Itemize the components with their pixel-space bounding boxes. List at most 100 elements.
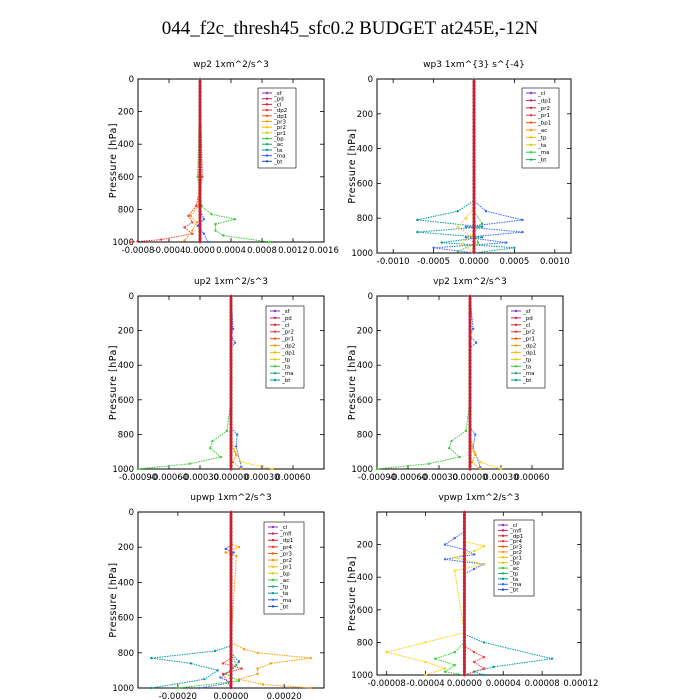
data-point-pr2 [269, 662, 273, 665]
data-point-pr2 [309, 656, 312, 660]
zero-profile-marker [462, 523, 467, 527]
data-point-dp1 [188, 462, 191, 465]
zero-profile-marker [229, 642, 233, 646]
zero-profile-marker [472, 213, 476, 217]
zero-profile-marker [468, 307, 472, 311]
data-point-ta [453, 536, 456, 540]
zero-profile-marker [229, 447, 233, 451]
legend-entry: _ma [273, 154, 285, 160]
zero-profile-marker [229, 639, 233, 643]
data-point-bp1 [456, 250, 459, 253]
zero-profile-marker [462, 625, 467, 629]
zero-profile-marker [462, 649, 467, 653]
legend-entry: _ta [279, 591, 288, 597]
x-tick-label: 0.00060 [514, 473, 549, 483]
y-tick-label: 1000 [112, 465, 134, 475]
plot-panel-3: up2 1xm^2/s^3 Pressure [hPa] 0 200 400 600 800… [108, 277, 325, 483]
data-point-tp [482, 673, 486, 677]
zero-profile-marker [198, 196, 202, 200]
zero-profile-marker [462, 520, 467, 524]
data-point-dp1 [225, 429, 229, 433]
legend-entry: _pr1 [509, 555, 522, 561]
data-point-pr2 [479, 467, 482, 471]
zero-profile-marker [468, 440, 472, 444]
zero-profile-marker [468, 413, 472, 417]
y-tick-label: 400 [357, 573, 373, 583]
zero-profile-marker [468, 382, 472, 386]
zero-profile-marker [472, 94, 476, 98]
x-tick-label: -0.00008 [368, 679, 406, 689]
data-point-ta [464, 236, 468, 239]
legend-entry: _bt [281, 378, 291, 384]
data-point-ta [479, 466, 482, 469]
zero-profile-marker [198, 185, 202, 189]
legend-marker [501, 529, 505, 532]
zero-profile-marker [229, 635, 233, 640]
zero-profile-marker [468, 447, 472, 451]
zero-profile-marker [198, 226, 202, 230]
legend-marker [273, 309, 277, 313]
data-point-bp1 [476, 241, 480, 244]
legend-marker [265, 143, 269, 146]
zero-profile-marker [229, 588, 233, 592]
zero-profile-marker [198, 209, 202, 213]
zero-profile-marker [229, 328, 233, 332]
data-point-pr2 [453, 569, 456, 572]
legend-marker [271, 591, 275, 595]
series-line-dp1 [376, 296, 471, 470]
zero-profile-marker [198, 97, 202, 101]
figure-title: 044_f2c_thresh45_sfc0.2 BUDGET at245E,-1… [161, 18, 539, 39]
legend-entry: _pr4 [509, 539, 523, 545]
zero-profile-marker [229, 453, 233, 457]
legend-marker [273, 337, 277, 340]
data-point-ta [464, 225, 468, 229]
data-point-pr2 [256, 672, 259, 676]
zero-profile-marker [462, 561, 467, 565]
zero-profile-marker [472, 175, 476, 179]
zero-profile-marker [468, 328, 472, 332]
legend-marker [501, 539, 505, 543]
y-tick-label: 1000 [112, 238, 134, 248]
zero-profile-marker [229, 676, 233, 680]
data-point-dp1 [221, 672, 225, 676]
zero-profile-marker [229, 591, 233, 595]
zero-profile-marker [472, 236, 476, 240]
legend-marker [265, 97, 269, 100]
zero-profile-marker [462, 642, 467, 646]
data-point-pr2 [240, 467, 243, 471]
zero-profile-marker [229, 297, 233, 301]
zero-profile-marker [462, 656, 467, 660]
legend-entry: _dp1 [279, 538, 293, 544]
data-point-pr2 [237, 678, 241, 681]
zero-profile-marker [472, 250, 476, 254]
zero-profile-marker [468, 341, 472, 345]
legend-entry: _ta [281, 364, 290, 370]
data-point-pr1 [233, 218, 237, 221]
legend-marker [529, 121, 533, 124]
legend-entry: _dp2 [522, 344, 536, 350]
legend-entry: _ta [273, 148, 282, 154]
zero-profile-marker [198, 162, 202, 166]
zero-profile-marker [198, 134, 202, 138]
zero-profile-marker [462, 622, 467, 626]
zero-profile-marker [229, 608, 233, 612]
plot-panel-4: vp2 1xm^2/s^3 Pressure [hPa] 0 200 400 600 800… [347, 277, 564, 483]
zero-profile-marker [472, 240, 476, 244]
x-tick-label: 0.0000 [459, 257, 489, 267]
data-point-pr2 [256, 651, 259, 654]
data-point-pr2 [237, 546, 241, 549]
legend-entry: _pr1 [279, 565, 292, 571]
zero-profile-marker [229, 581, 233, 585]
y-tick-label: 600 [357, 179, 373, 189]
data-point-tp [480, 236, 484, 239]
zero-profile-marker [198, 90, 202, 94]
data-point-pr1 [456, 225, 459, 229]
zero-profile-marker [229, 304, 233, 308]
zero-profile-marker [229, 656, 233, 660]
zero-profile-marker [472, 162, 476, 166]
data-point-ta [206, 240, 209, 244]
zero-profile-marker [472, 223, 476, 227]
zero-profile-marker [229, 680, 233, 684]
data-point-ta [472, 553, 476, 556]
zero-profile-marker [468, 385, 472, 389]
